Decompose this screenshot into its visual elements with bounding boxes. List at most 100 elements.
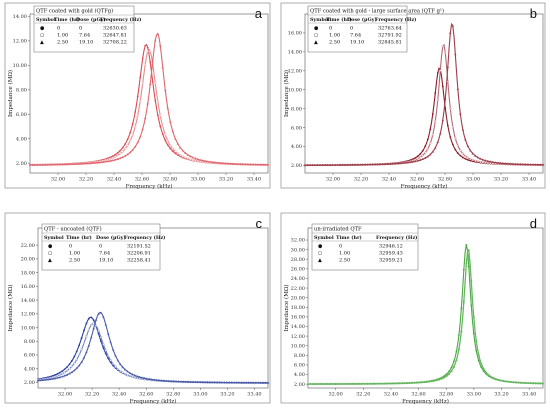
- data-point: [351, 163, 354, 166]
- data-point: [439, 69, 442, 72]
- data-point: [102, 315, 105, 318]
- data-point: [119, 362, 122, 366]
- x-tick-label: 32.00: [51, 177, 65, 183]
- data-point: [144, 116, 147, 120]
- data-point: [161, 125, 164, 128]
- data-point: [176, 152, 179, 155]
- legend-header: Frequency (Hz): [124, 234, 165, 241]
- data-point: [462, 299, 466, 302]
- data-point: [445, 374, 448, 377]
- data-point: [432, 379, 436, 382]
- data-point: [261, 381, 265, 384]
- y-tick-label: 16.00: [288, 31, 302, 37]
- data-point: [338, 163, 342, 166]
- data-point: [199, 380, 202, 384]
- x-tick-label: 33.40: [247, 177, 261, 183]
- data-point: [121, 365, 124, 369]
- data-point: [385, 382, 389, 385]
- legend-time: 1.00: [69, 251, 80, 257]
- data-point: [51, 163, 54, 166]
- y-tick-label: 6.00: [291, 125, 302, 131]
- data-point: [455, 350, 458, 353]
- data-point: [36, 163, 39, 166]
- data-point: [336, 382, 339, 385]
- data-point: [75, 366, 78, 370]
- data-point: [75, 350, 78, 353]
- data-point: [169, 144, 172, 147]
- data-point: [141, 82, 144, 85]
- data-point: [461, 128, 465, 131]
- panel-a: 32.00 32.20 32.40 32.60 32.80 33.00 33.20 33.40…: [4, 2, 271, 190]
- data-point: [87, 317, 90, 320]
- data-point: [346, 382, 349, 385]
- data-point: [526, 381, 530, 384]
- data-point: [88, 161, 92, 165]
- data-point: [461, 156, 464, 159]
- y-tick-label: 6.00: [294, 363, 305, 369]
- x-tick-label: 32.60: [135, 177, 149, 183]
- x-tick-label: 32.20: [354, 177, 368, 183]
- x-tick-label: 32.60: [410, 177, 424, 183]
- data-point: [333, 163, 337, 166]
- data-point: [452, 365, 456, 368]
- data-point: [167, 379, 170, 382]
- data-point: [78, 162, 82, 165]
- data-point: [116, 151, 119, 154]
- data-point: [470, 304, 473, 307]
- data-point: [184, 151, 187, 154]
- data-point: [435, 378, 438, 382]
- data-point: [221, 161, 225, 165]
- data-point: [507, 380, 510, 383]
- data-point: [454, 137, 457, 140]
- data-point: [144, 63, 147, 66]
- x-tick-label: 32.40: [107, 177, 121, 183]
- data-point: [416, 155, 419, 158]
- legend-symbol: ▲: [40, 40, 44, 46]
- data-point: [447, 372, 451, 375]
- data-point: [415, 381, 419, 384]
- data-point: [162, 379, 166, 382]
- data-point: [186, 157, 189, 160]
- data-point: [247, 381, 250, 384]
- data-point: [201, 159, 205, 162]
- data-point: [522, 381, 525, 384]
- data-point: [475, 339, 478, 342]
- x-tick-label: 33.20: [219, 177, 233, 183]
- data-point: [90, 323, 93, 327]
- data-point: [425, 380, 428, 383]
- data-point: [199, 158, 202, 161]
- data-point: [531, 163, 535, 166]
- data-point: [154, 99, 157, 102]
- data-point: [133, 376, 136, 379]
- data-point: [381, 162, 384, 166]
- data-point: [484, 371, 488, 374]
- data-point: [86, 162, 89, 165]
- legend-title: QTF - uncoated (QTF): [44, 226, 102, 233]
- data-point: [56, 374, 59, 377]
- data-point: [440, 377, 443, 380]
- data-point: [164, 139, 167, 142]
- data-point: [100, 340, 102, 343]
- data-point: [116, 154, 119, 157]
- data-point: [107, 357, 110, 360]
- data-point: [245, 381, 248, 384]
- data-point: [236, 162, 240, 165]
- x-tick-label: 33.00: [193, 392, 207, 398]
- data-point: [159, 114, 162, 117]
- data-point: [108, 159, 112, 162]
- data-point: [225, 381, 229, 384]
- data-point: [376, 382, 379, 385]
- data-point: [514, 162, 517, 165]
- data-point: [346, 163, 349, 166]
- data-point: [421, 157, 424, 161]
- data-point: [494, 161, 497, 164]
- data-point: [408, 381, 411, 384]
- data-point: [134, 111, 137, 113]
- data-point: [145, 377, 149, 380]
- data-point: [76, 162, 79, 165]
- data-point: [416, 159, 419, 162]
- data-point: [477, 353, 480, 356]
- x-tick-label: 32.40: [384, 392, 398, 398]
- x-tick-label: 33.40: [522, 392, 536, 398]
- y-tick-label: 30.00: [291, 247, 305, 253]
